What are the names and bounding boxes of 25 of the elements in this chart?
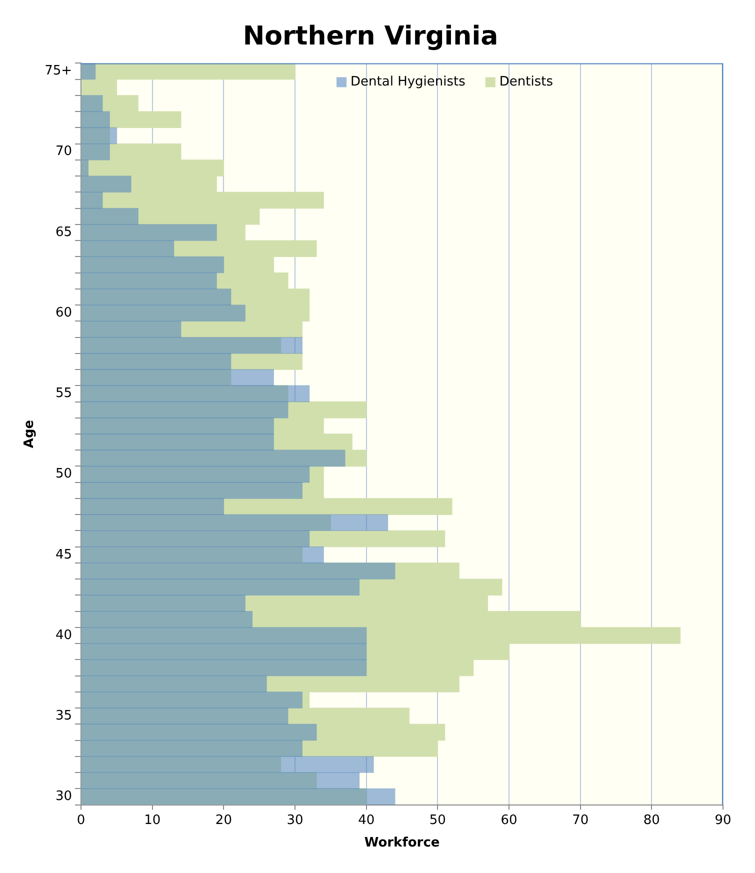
x-tick-label: 90 bbox=[714, 812, 732, 828]
y-tick-label: 60 bbox=[55, 305, 72, 320]
x-tick-label: 40 bbox=[358, 812, 375, 828]
y-tick-label: 55 bbox=[55, 386, 72, 402]
y-tick-label: 75+ bbox=[44, 64, 72, 79]
y-tick-label: 40 bbox=[55, 628, 72, 643]
y-tick-label: 65 bbox=[55, 224, 72, 240]
y-axis-title: Age bbox=[22, 420, 38, 448]
chart-title: Northern Virginia bbox=[242, 21, 498, 52]
x-tick-label: 60 bbox=[500, 812, 518, 828]
y-tick-label: 30 bbox=[55, 789, 72, 804]
x-tick-label: 10 bbox=[144, 812, 161, 828]
y-tick-label: 35 bbox=[55, 708, 72, 724]
x-tick-label: 70 bbox=[572, 812, 589, 828]
legend-label: Dentists bbox=[499, 74, 554, 90]
legend-label: Dental Hygienists bbox=[350, 74, 466, 90]
x-tick-label: 80 bbox=[643, 812, 660, 828]
x-axis-title: Workforce bbox=[364, 836, 440, 851]
y-tick-label: 50 bbox=[55, 466, 72, 482]
x-tick-label: 50 bbox=[429, 812, 446, 828]
x-tick-label: 0 bbox=[76, 812, 86, 828]
x-tick-label: 20 bbox=[215, 812, 232, 828]
x-tick-label: 30 bbox=[286, 812, 304, 828]
y-tick-label: 45 bbox=[55, 547, 72, 562]
y-tick-label: 70 bbox=[55, 144, 72, 160]
